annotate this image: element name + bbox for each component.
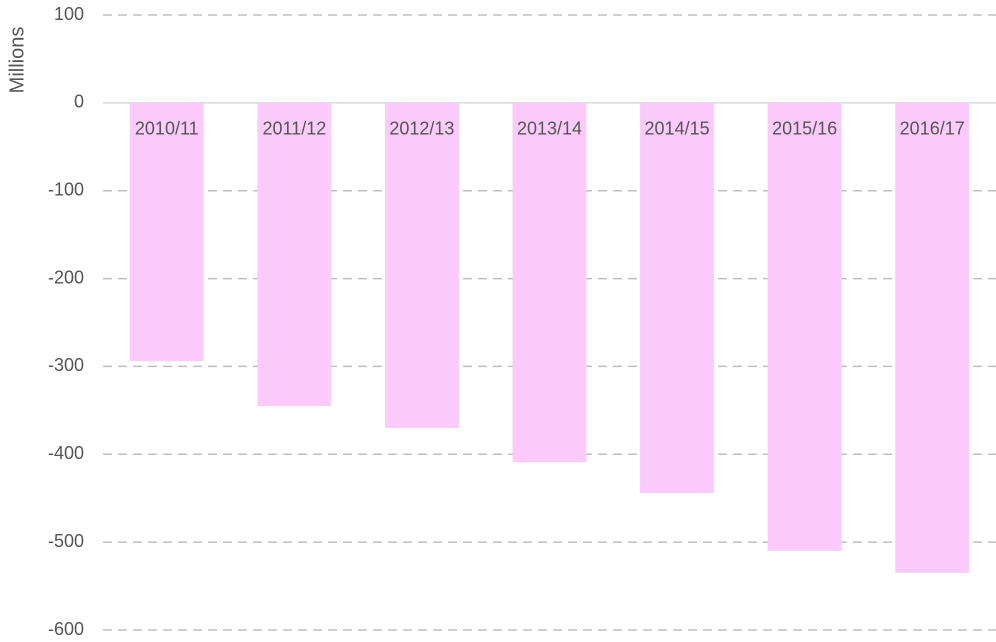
bar xyxy=(895,102,970,573)
x-tick-label: 2012/13 xyxy=(389,119,454,139)
bar xyxy=(257,102,332,406)
y-tick-label: -100 xyxy=(48,179,84,199)
y-tick-label: 0 xyxy=(74,92,84,112)
x-tick-label: 2015/16 xyxy=(772,119,837,139)
x-tick-label: 2016/17 xyxy=(900,119,965,139)
x-tick-label: 2011/12 xyxy=(262,119,326,139)
y-tick-label: -300 xyxy=(48,355,84,375)
bar xyxy=(767,102,842,551)
y-tick-label: -600 xyxy=(48,619,84,639)
bar xyxy=(640,102,715,493)
x-tick-label: 2013/14 xyxy=(517,119,582,139)
y-tick-label: -200 xyxy=(48,267,84,287)
x-tick-label: 2014/15 xyxy=(645,119,710,139)
y-axis-label: Millions xyxy=(6,27,28,94)
bar xyxy=(384,102,459,428)
y-tick-label: 100 xyxy=(54,4,84,24)
y-tick-label: -400 xyxy=(48,443,84,463)
x-tick-label: 2010/11 xyxy=(135,119,199,139)
bar xyxy=(512,102,587,463)
y-tick-label: -500 xyxy=(48,531,84,551)
bar xyxy=(129,102,204,362)
